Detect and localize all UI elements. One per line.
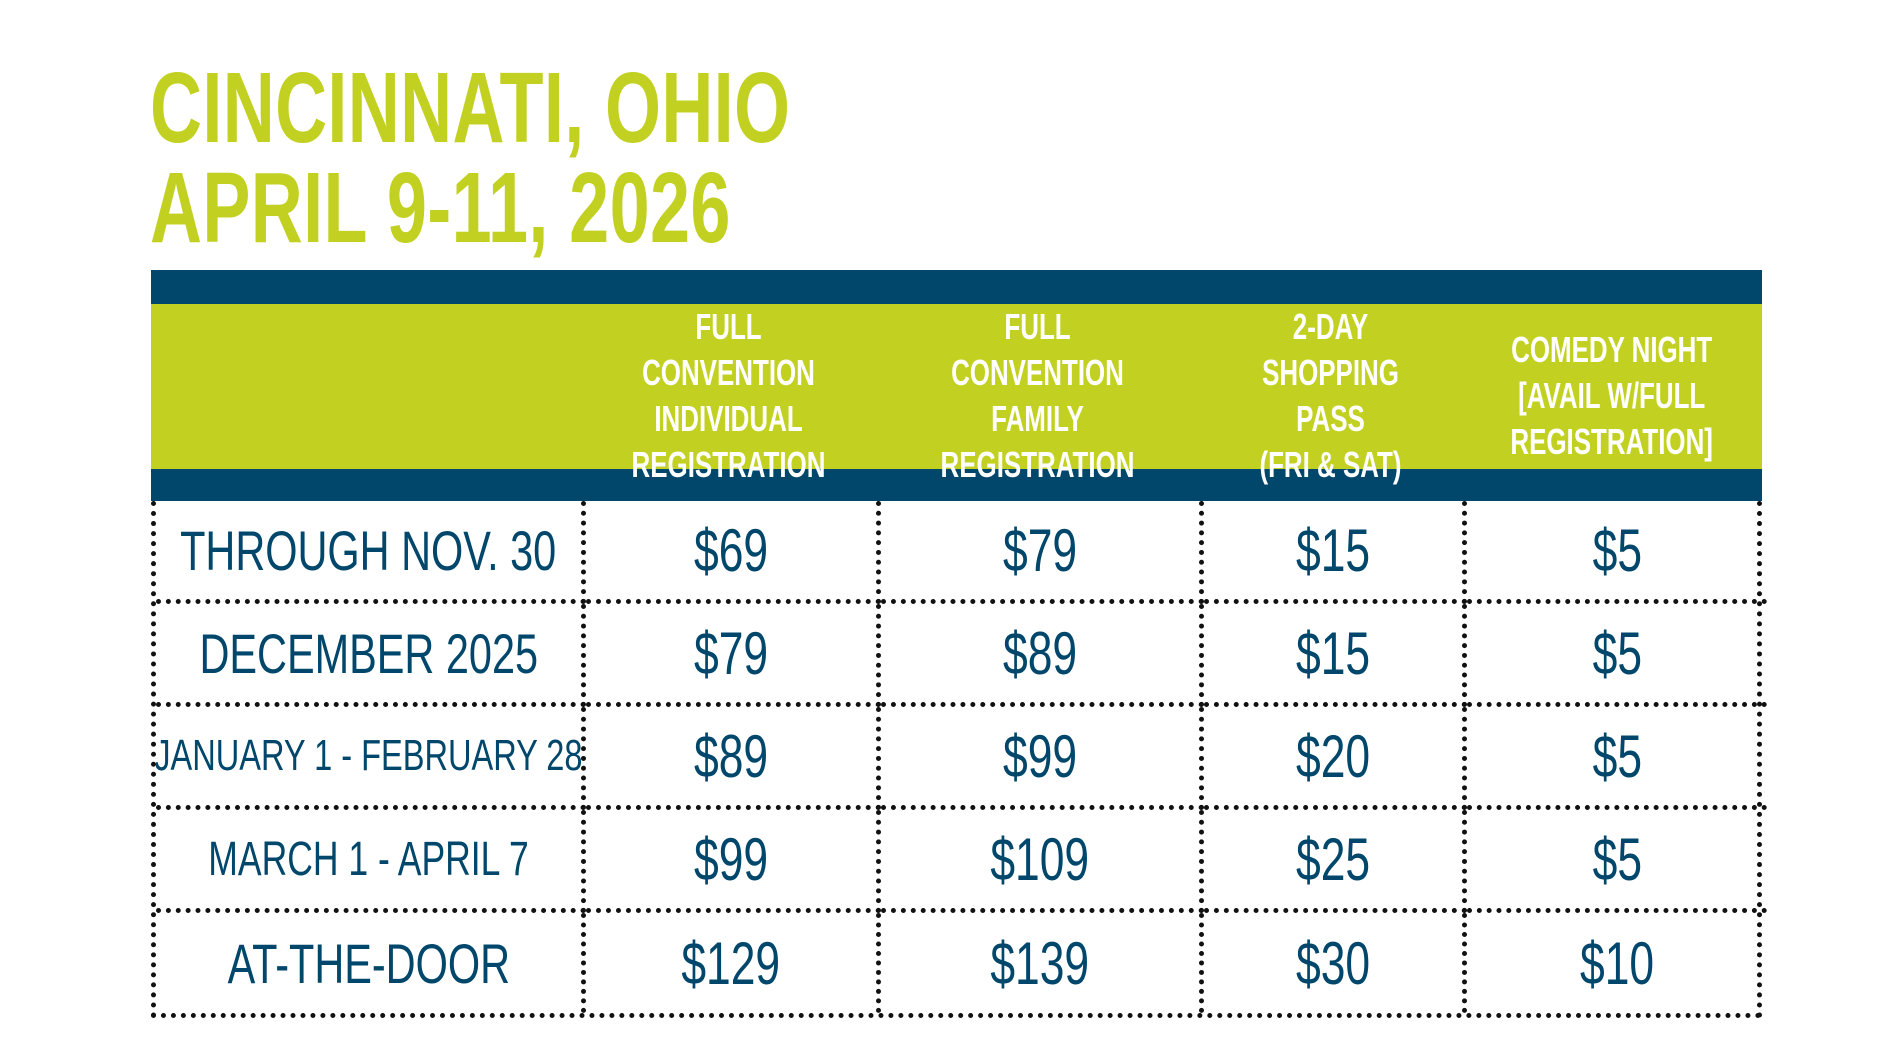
table-cell-comedy: $5 bbox=[1467, 501, 1767, 604]
table-cell-family: $109 bbox=[881, 810, 1204, 913]
table-cell-comedy: $5 bbox=[1467, 604, 1767, 707]
table-cell-comedy: $5 bbox=[1467, 707, 1767, 810]
table-cell-family: $79 bbox=[881, 501, 1204, 604]
header-shopping-pass: 2-DAY SHOPPING PASS (FRI & SAT) bbox=[1259, 306, 1402, 485]
header-period bbox=[151, 373, 581, 419]
pricing-table: FULL CONVENTION INDIVIDUAL REGISTRATION … bbox=[151, 270, 1767, 1018]
table-cell-individual: $129 bbox=[586, 913, 881, 1013]
table-cell-individual: $89 bbox=[586, 707, 881, 810]
table-cell-shopping: $15 bbox=[1204, 604, 1467, 707]
header-family-registration: FULL CONVENTION FAMILY REGISTRATION bbox=[940, 306, 1135, 485]
title-dates: APRIL 9-11, 2026 bbox=[150, 152, 731, 264]
table-row-period: MARCH 1 - APRIL 7 bbox=[156, 810, 586, 913]
table-cell-comedy: $5 bbox=[1467, 810, 1767, 913]
table-row-period: THROUGH NOV. 30 bbox=[156, 501, 586, 604]
table-header-band bbox=[151, 469, 1762, 501]
table-cell-family: $89 bbox=[881, 604, 1204, 707]
table-row-period: JANUARY 1 - FEBRUARY 28 bbox=[156, 707, 586, 810]
table-cell-individual: $69 bbox=[586, 501, 881, 604]
table-cell-family: $99 bbox=[881, 707, 1204, 810]
table-cell-shopping: $15 bbox=[1204, 501, 1467, 604]
page-title: CINCINNATI, OHIO APRIL 9-11, 2026 bbox=[150, 58, 790, 258]
title-location: CINCINNATI, OHIO bbox=[150, 52, 791, 164]
header-comedy-night: COMEDY NIGHT [AVAIL W/FULL REGISTRATION] bbox=[1510, 329, 1714, 462]
table-top-band bbox=[151, 270, 1762, 304]
table-cell-shopping: $25 bbox=[1204, 810, 1467, 913]
table-header-row: FULL CONVENTION INDIVIDUAL REGISTRATION … bbox=[151, 304, 1762, 485]
table-cell-shopping: $20 bbox=[1204, 707, 1467, 810]
table-row-period: DECEMBER 2025 bbox=[156, 604, 586, 707]
table-body: THROUGH NOV. 30 $69 $79 $15 $5 DECEMBER … bbox=[151, 501, 1767, 1018]
table-cell-family: $139 bbox=[881, 913, 1204, 1013]
table-cell-shopping: $30 bbox=[1204, 913, 1467, 1013]
table-cell-individual: $99 bbox=[586, 810, 881, 913]
table-row-period: AT-THE-DOOR bbox=[156, 913, 586, 1013]
table-cell-comedy: $10 bbox=[1579, 929, 1655, 997]
table-cell-individual: $79 bbox=[586, 604, 881, 707]
header-individual-registration: FULL CONVENTION INDIVIDUAL REGISTRATION bbox=[631, 306, 826, 485]
